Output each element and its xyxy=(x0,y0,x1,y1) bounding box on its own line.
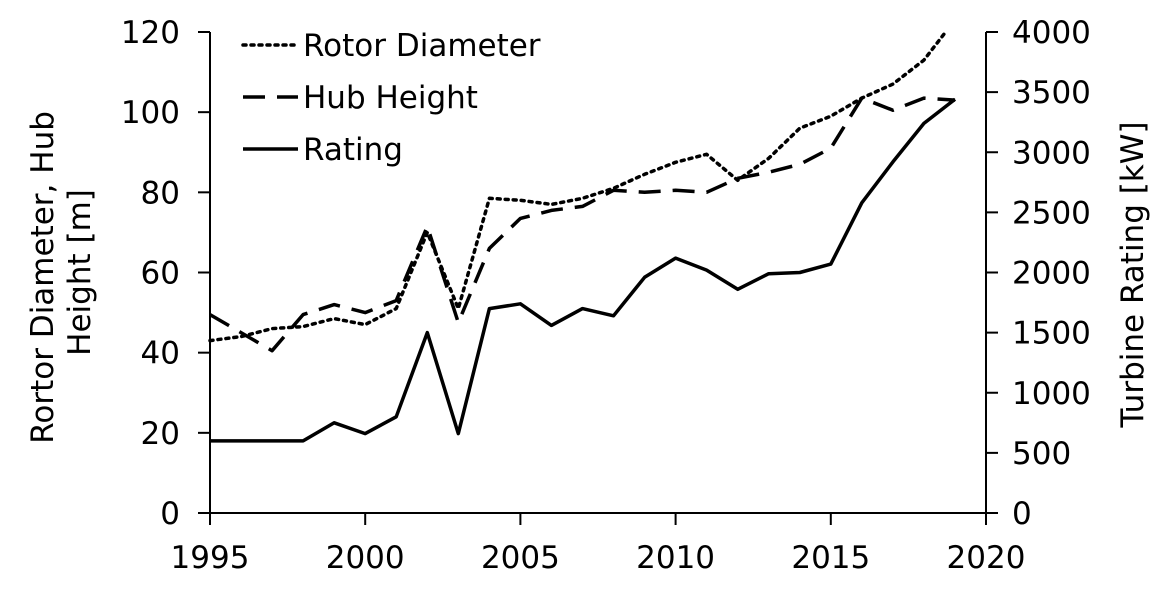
series-line-rating xyxy=(210,97,957,443)
legend-label-rotor-diameter: Rotor Diameter xyxy=(303,28,541,64)
labels: Rortor Diameter, Hub Height [m] Turbine … xyxy=(25,101,1151,444)
legend-label-hub-height: Hub Height xyxy=(303,80,478,116)
x-tick-label: 2020 xyxy=(947,540,1026,576)
right-y-tick-label: 0 xyxy=(1012,496,1032,532)
left-y-tick-label: 60 xyxy=(141,256,180,292)
series xyxy=(208,30,957,443)
left-y-tick-label: 20 xyxy=(141,416,180,452)
left-y-tick-label: 40 xyxy=(141,336,180,372)
x-tick-label: 2000 xyxy=(326,540,405,576)
left-y-tick-label: 100 xyxy=(121,95,180,131)
left-y-tick-label: 0 xyxy=(160,496,180,532)
left-y-tick-label: 120 xyxy=(121,15,180,51)
legend: Rotor Diameter Hub Height Rating xyxy=(241,28,541,168)
left-y-tick-label: 80 xyxy=(141,175,180,211)
right-y-tick-label: 4000 xyxy=(1012,15,1091,51)
ticks: 0 20 40 60 80 100 120 0 500 1000 1500 2000 2500 3000 3… xyxy=(121,15,1091,576)
right-y-tick-label: 2500 xyxy=(1012,195,1091,231)
right-y-tick-label: 500 xyxy=(1012,436,1071,472)
x-tick-label: 2005 xyxy=(481,540,560,576)
series-line-rotor-diameter xyxy=(208,30,948,343)
right-y-tick-label: 2000 xyxy=(1012,256,1091,292)
series-line-hub-height xyxy=(209,96,956,353)
legend-label-rating: Rating xyxy=(303,132,403,168)
right-y-tick-label: 3500 xyxy=(1012,75,1091,111)
right-y-axis-title: Turbine Rating [kW] xyxy=(1115,121,1151,428)
x-tick-label: 2015 xyxy=(791,540,870,576)
right-y-tick-label: 3000 xyxy=(1012,135,1091,171)
x-tick-label: 2010 xyxy=(636,540,715,576)
right-y-tick-label: 1000 xyxy=(1012,376,1091,412)
x-tick-label: 1995 xyxy=(171,540,250,576)
right-y-tick-label: 1500 xyxy=(1012,316,1091,352)
left-y-axis-title-line-1: Rortor Diameter, Hub xyxy=(25,111,61,444)
left-y-axis-title: Rortor Diameter, Hub Height [m] xyxy=(25,101,98,444)
left-y-axis-title-line-2: Height [m] xyxy=(62,189,98,356)
